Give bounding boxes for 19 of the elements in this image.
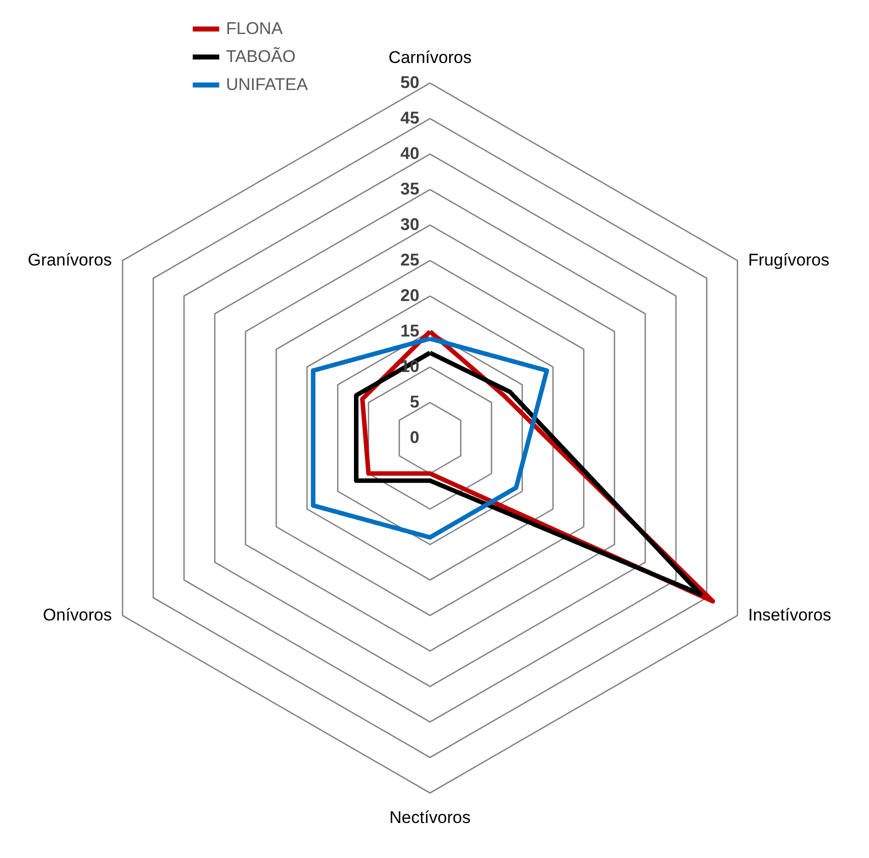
spoke-label: Nectívoros — [389, 808, 471, 827]
spoke-label: Carnívoros — [388, 48, 472, 68]
spoke-label: Granívoros — [28, 250, 112, 270]
legend-label: TABOÃO — [226, 47, 296, 66]
y-tick-label: 35 — [400, 180, 420, 199]
y-tick-label: 0 — [410, 428, 420, 448]
legend-label: UNIFATEA — [226, 75, 309, 94]
y-tick-label: 45 — [400, 108, 420, 128]
spoke-label: Frugívoros — [748, 250, 830, 270]
legend-label: FLONA — [226, 19, 284, 38]
y-tick-label: 25 — [400, 250, 420, 270]
y-tick-label: 40 — [400, 144, 420, 164]
spoke-label: Onívoros — [42, 605, 112, 624]
y-tick-label: 5 — [410, 392, 420, 412]
spoke-label: Insetívoros — [748, 605, 832, 624]
y-tick-label: 20 — [400, 286, 420, 306]
y-tick-label: 50 — [400, 73, 420, 92]
y-tick-label: 15 — [400, 322, 420, 341]
y-tick-label: 30 — [400, 215, 420, 234]
